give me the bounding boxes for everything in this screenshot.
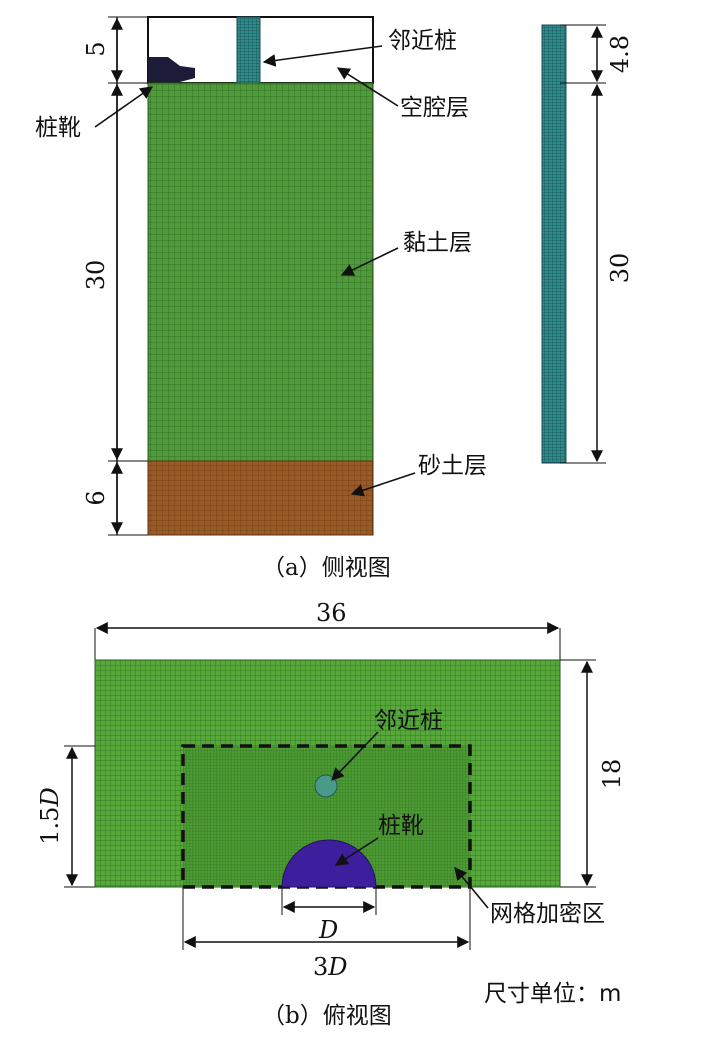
dim-width: 36 [316, 599, 347, 627]
label-refined-zone: 网格加密区 [490, 901, 605, 927]
top-view [64, 622, 596, 950]
label-adjacent-pile-top: 邻近桩 [374, 708, 443, 734]
leader-adjacent-pile [262, 45, 383, 67]
dim-zone-width: 3D [313, 955, 348, 979]
dim-offset-unit: D [36, 787, 64, 807]
dim-offset: 1.5D [36, 787, 64, 845]
label-pile-shoe-top: 桩靴 [378, 813, 424, 839]
label-sand-layer: 砂土层 [418, 453, 487, 479]
leader-cavity [336, 67, 399, 107]
adjacent-pile-stub [236, 16, 261, 84]
caption-top-view: （b）俯视图 [262, 1003, 392, 1029]
adjacent-pile-model [541, 24, 567, 464]
dim-pile-body: 30 [606, 252, 634, 284]
label-units: 尺寸单位：m [484, 981, 622, 1007]
dim-pile-d: D [319, 916, 339, 944]
clay-layer [147, 82, 374, 462]
dim-offset-value: 1.5 [36, 806, 64, 845]
label-pile-shoe-side: 桩靴 [35, 115, 81, 141]
label-cavity-layer: 空腔层 [400, 95, 469, 121]
leader-pile-shoe [94, 86, 154, 128]
side-view [94, 16, 606, 536]
label-clay-layer: 黏土层 [403, 230, 472, 256]
pile-shoe-half-circle [281, 839, 377, 888]
leader-clay [340, 247, 399, 276]
leader-pile-shoe-top [334, 837, 379, 866]
pile-shoe-shape [148, 57, 195, 82]
dim-zone-width-unit: D [328, 953, 348, 981]
caption-side-view: （a）侧视图 [262, 555, 391, 581]
leader-adjacent-pile-top [331, 731, 379, 781]
dim-sand: 6 [82, 490, 110, 506]
dim-height: 18 [598, 758, 626, 790]
leader-refined-zone [454, 867, 489, 909]
dim-clay: 30 [82, 259, 110, 291]
dim-cavity: 5 [82, 41, 110, 57]
sand-layer [147, 460, 374, 536]
label-adjacent-pile-side: 邻近桩 [388, 28, 457, 54]
dim-pile-top: 4.8 [606, 34, 634, 74]
dim-zone-width-value: 3 [313, 953, 329, 981]
leader-sand [350, 472, 416, 497]
